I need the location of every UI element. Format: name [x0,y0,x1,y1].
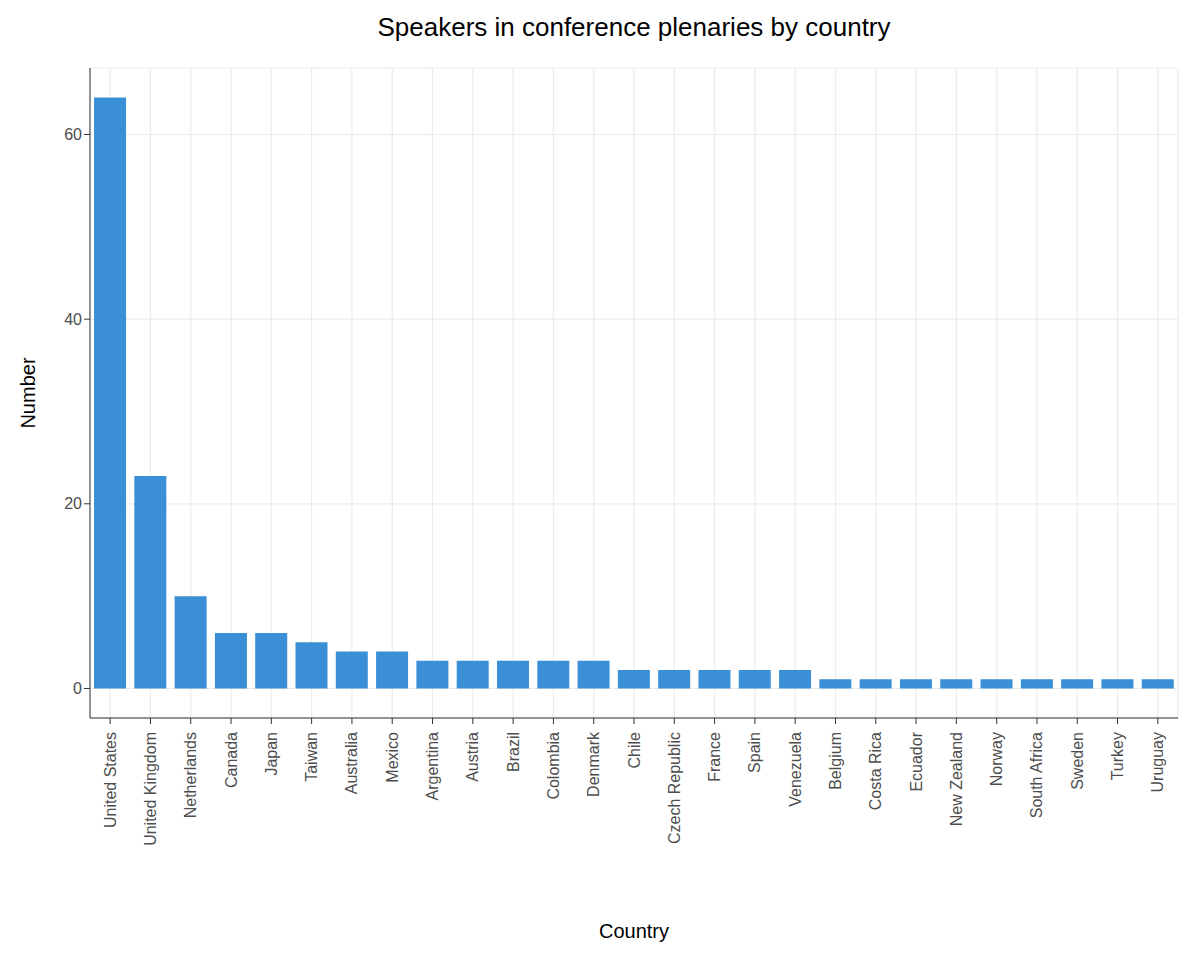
svg-text:Chile: Chile [626,732,643,769]
svg-text:Ecuador: Ecuador [908,731,925,791]
svg-text:0: 0 [73,680,82,697]
svg-text:Colombia: Colombia [545,732,562,800]
svg-text:Austria: Austria [464,732,481,782]
svg-text:South Africa: South Africa [1028,732,1045,818]
svg-text:40: 40 [64,311,82,328]
svg-text:Canada: Canada [223,732,240,788]
svg-text:Sweden: Sweden [1069,732,1086,790]
html-text:Country: Country [599,920,669,942]
svg-text:Turkey: Turkey [1109,732,1126,780]
svg-text:60: 60 [64,126,82,143]
html-text:Number: Number [16,357,39,429]
svg-text:Taiwan: Taiwan [303,732,320,782]
svg-text:Brazil: Brazil [505,732,522,772]
svg-text:Norway: Norway [988,732,1005,786]
svg-text:Argentina: Argentina [424,732,441,801]
svg-text:France: France [706,732,723,782]
svg-text:Netherlands: Netherlands [182,732,199,818]
svg-text:Uruguay: Uruguay [1149,732,1166,792]
svg-text:United Kingdom: United Kingdom [142,732,159,846]
svg-text:Spain: Spain [746,732,763,773]
svg-text:Japan: Japan [263,732,280,776]
svg-text:Venezuela: Venezuela [787,732,804,807]
svg-text:20: 20 [64,495,82,512]
svg-text:Denmark: Denmark [585,731,602,797]
html-text:Speakers in conference plenari: Speakers in conference plenaries by coun… [377,12,891,42]
svg-text:Czech Republic: Czech Republic [666,732,683,844]
svg-text:New Zealand: New Zealand [948,732,965,826]
svg-text:United States: United States [102,732,119,828]
svg-text:Australia: Australia [343,732,360,794]
svg-text:Belgium: Belgium [827,732,844,790]
svg-text:Mexico: Mexico [384,732,401,783]
svg-text:Costa Rica: Costa Rica [867,732,884,810]
